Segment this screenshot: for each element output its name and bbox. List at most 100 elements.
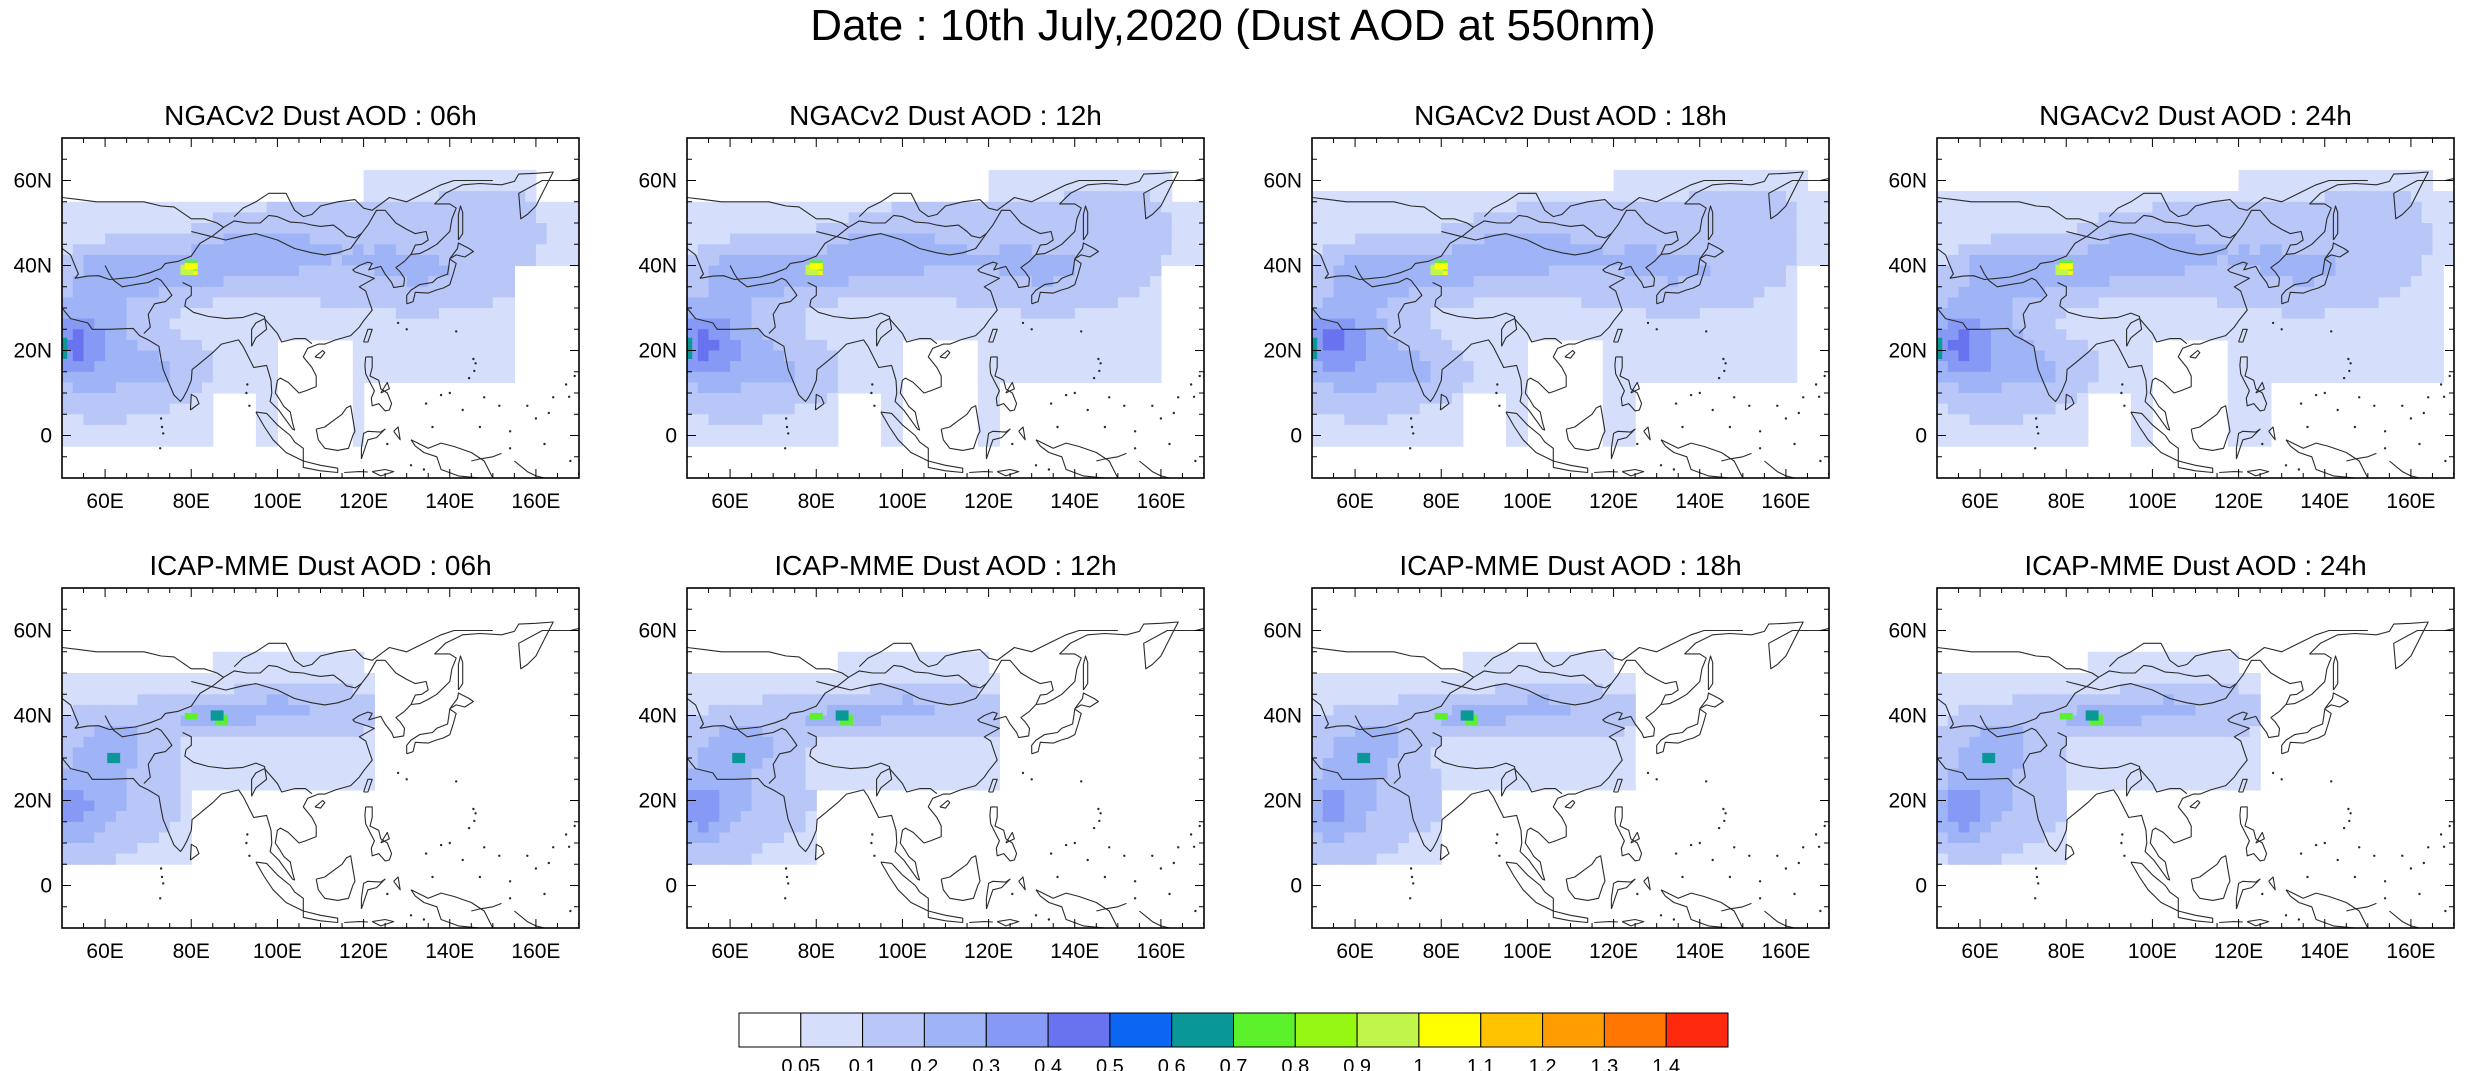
- coastlines: [687, 171, 1204, 478]
- x-tick-label: 100E: [1503, 940, 1552, 963]
- y-tick-label: 20N: [1263, 340, 1302, 363]
- x-tick-label: 160E: [1761, 940, 1810, 963]
- x-tick-label: 140E: [2300, 940, 2349, 963]
- x-tick-label: 120E: [339, 940, 388, 963]
- dust-aod-field: [687, 651, 1000, 865]
- panel-title: NGACv2 Dust AOD : 12h: [789, 100, 1102, 131]
- y-tick-label: 20N: [13, 790, 52, 813]
- x-tick-label: 140E: [1050, 940, 1099, 963]
- y-tick-label: 40N: [1263, 705, 1302, 728]
- map-panel-icap-mme-06h: ICAP-MME Dust AOD : 06h 60E 80E 100E 120E 140…: [13, 550, 580, 963]
- dust-aod-field: [687, 169, 1204, 447]
- panel-title: ICAP-MME Dust AOD : 06h: [149, 550, 491, 581]
- y-tick-label: 60N: [1888, 170, 1927, 193]
- x-tick-label: 120E: [1589, 940, 1638, 963]
- y-tick-label: 20N: [1888, 340, 1927, 363]
- x-tick-label: 160E: [1761, 490, 1810, 513]
- colorbar-swatch: [1047, 1012, 1111, 1048]
- x-tick-label: 120E: [2214, 490, 2263, 513]
- x-tick-label: 140E: [1675, 490, 1724, 513]
- colorbar-swatch: [800, 1012, 864, 1048]
- x-tick-label: 140E: [2300, 490, 2349, 513]
- x-tick-label: 100E: [878, 490, 927, 513]
- coastlines: [1312, 621, 1829, 928]
- panel-title: ICAP-MME Dust AOD : 24h: [2024, 550, 2366, 581]
- y-tick-label: 40N: [13, 255, 52, 278]
- y-tick-label: 40N: [638, 705, 677, 728]
- x-tick-label: 160E: [2386, 940, 2435, 963]
- x-tick-label: 80E: [798, 490, 835, 513]
- colorbar-label: 0.8: [1281, 1056, 1309, 1071]
- y-tick-label: 0: [1915, 425, 1927, 448]
- y-tick-label: 20N: [638, 340, 677, 363]
- x-tick-label: 60E: [1961, 490, 1998, 513]
- x-tick-label: 60E: [1961, 940, 1998, 963]
- x-tick-label: 100E: [253, 490, 302, 513]
- colorbar-label: 1.4: [1652, 1056, 1680, 1071]
- panel-title: ICAP-MME Dust AOD : 12h: [774, 550, 1116, 581]
- x-tick-label: 60E: [86, 490, 123, 513]
- colorbar-label: 0.1: [849, 1056, 877, 1071]
- x-tick-label: 100E: [2128, 490, 2177, 513]
- colorbar-label: 0.05: [781, 1056, 820, 1071]
- y-tick-label: 60N: [13, 620, 52, 643]
- y-tick-label: 0: [1915, 875, 1927, 898]
- colorbar-label: 0.2: [911, 1056, 939, 1071]
- y-tick-label: 20N: [13, 340, 52, 363]
- colorbar-swatch: [1603, 1012, 1667, 1048]
- y-tick-label: 40N: [1263, 255, 1302, 278]
- y-tick-label: 40N: [1888, 705, 1927, 728]
- x-tick-label: 80E: [798, 940, 835, 963]
- y-tick-label: 60N: [13, 170, 52, 193]
- coastlines: [62, 621, 579, 928]
- x-tick-label: 100E: [253, 940, 302, 963]
- x-tick-label: 60E: [1336, 940, 1373, 963]
- map-panel-ngacv2-06h: NGACv2 Dust AOD : 06h 60E 80E 100E 120E 140E 1…: [13, 100, 580, 513]
- x-tick-label: 160E: [511, 490, 560, 513]
- x-tick-label: 120E: [339, 490, 388, 513]
- x-tick-label: 80E: [2048, 940, 2085, 963]
- colorbar-label: 1: [1413, 1056, 1424, 1071]
- colorbar-swatch: [1665, 1012, 1729, 1048]
- colorbar-label: 0.5: [1096, 1056, 1124, 1071]
- dust-aod-field: [62, 169, 579, 447]
- x-tick-label: 100E: [1503, 490, 1552, 513]
- x-tick-label: 140E: [425, 490, 474, 513]
- colorbar-swatch: [1418, 1012, 1482, 1048]
- y-tick-label: 0: [665, 875, 677, 898]
- x-tick-label: 140E: [1050, 490, 1099, 513]
- x-tick-label: 80E: [1423, 490, 1460, 513]
- colorbar-label: 1.2: [1529, 1056, 1557, 1071]
- map-panel-icap-mme-18h: ICAP-MME Dust AOD : 18h 60E 80E 100E 120E 140…: [1263, 550, 1830, 963]
- colorbar-swatch: [1356, 1012, 1420, 1048]
- x-tick-label: 80E: [173, 490, 210, 513]
- x-tick-label: 160E: [2386, 490, 2435, 513]
- coastlines: [1937, 621, 2454, 928]
- colorbar-label: 0.9: [1343, 1056, 1371, 1071]
- x-tick-label: 120E: [964, 490, 1013, 513]
- y-tick-label: 40N: [13, 705, 52, 728]
- dust-aod-field: [1312, 169, 1829, 447]
- y-tick-label: 0: [40, 875, 52, 898]
- dust-aod-field: [1937, 169, 2454, 447]
- x-tick-label: 140E: [1675, 940, 1724, 963]
- y-tick-label: 60N: [638, 620, 677, 643]
- figure-title: Date : 10th July,2020 (Dust AOD at 550nm…: [810, 1, 1656, 50]
- x-tick-label: 60E: [1336, 490, 1373, 513]
- y-tick-label: 0: [1290, 425, 1302, 448]
- x-tick-label: 60E: [86, 940, 123, 963]
- x-tick-label: 120E: [964, 940, 1013, 963]
- x-tick-label: 80E: [173, 940, 210, 963]
- map-panel-ngacv2-18h: NGACv2 Dust AOD : 18h 60E 80E 100E 120E 140E 1…: [1263, 100, 1830, 513]
- y-tick-label: 20N: [1263, 790, 1302, 813]
- map-panel-icap-mme-12h: ICAP-MME Dust AOD : 12h 60E 80E 100E 120E 140…: [638, 550, 1205, 963]
- x-tick-label: 160E: [1136, 940, 1185, 963]
- colorbar-swatch: [1294, 1012, 1358, 1048]
- map-panel-ngacv2-12h: NGACv2 Dust AOD : 12h 60E 80E 100E 120E 140E 1…: [638, 100, 1205, 513]
- x-tick-label: 160E: [511, 940, 560, 963]
- x-tick-label: 160E: [1136, 490, 1185, 513]
- colorbar: 0.05 0.1 0.2 0.3 0.4 0.5 0.6 0.7 0.8 0.9 1 1.1 1.2 1.…: [738, 1012, 1729, 1071]
- coastlines: [1312, 171, 1829, 478]
- colorbar-swatch: [1480, 1012, 1544, 1048]
- colorbar-label: 0.4: [1034, 1056, 1062, 1071]
